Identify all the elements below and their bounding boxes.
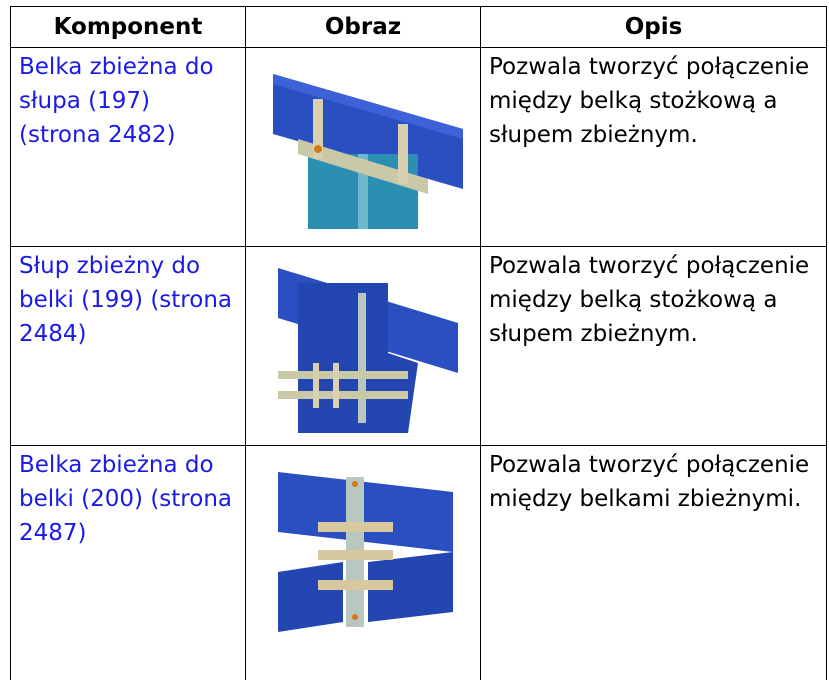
row: Belka zbieżna do belki (200) (strona 248…	[10, 445, 827, 680]
column-header: Komponent	[10, 6, 246, 48]
component-link[interactable]: Belka zbieżna do belki (200) (strona 248…	[19, 452, 232, 546]
column-header: Opis	[480, 6, 827, 48]
description: Pozwala tworzyć połączenie między belką …	[480, 246, 827, 446]
column-header: Obraz	[245, 6, 481, 48]
header-row: Komponent Obraz Opis	[10, 6, 827, 48]
component-link[interactable]: Belka zbieżna do słupa (197) (strona 248…	[19, 54, 214, 148]
row: Belka zbieżna do słupa (197) (strona 248…	[10, 47, 827, 247]
component-link[interactable]: Słup zbieżny do belki (199) (strona 2484…	[19, 253, 232, 347]
connection-image	[278, 472, 453, 632]
connection-image	[273, 74, 463, 229]
description: Pozwala tworzyć połączenie między belkam…	[480, 445, 827, 680]
connection-image	[278, 268, 458, 433]
row: Słup zbieżny do belki (199) (strona 2484…	[10, 246, 827, 446]
description: Pozwala tworzyć połączenie między belką …	[480, 47, 827, 247]
component-table: Komponent Obraz Opis Belka zbieżna do sł…	[10, 6, 827, 680]
